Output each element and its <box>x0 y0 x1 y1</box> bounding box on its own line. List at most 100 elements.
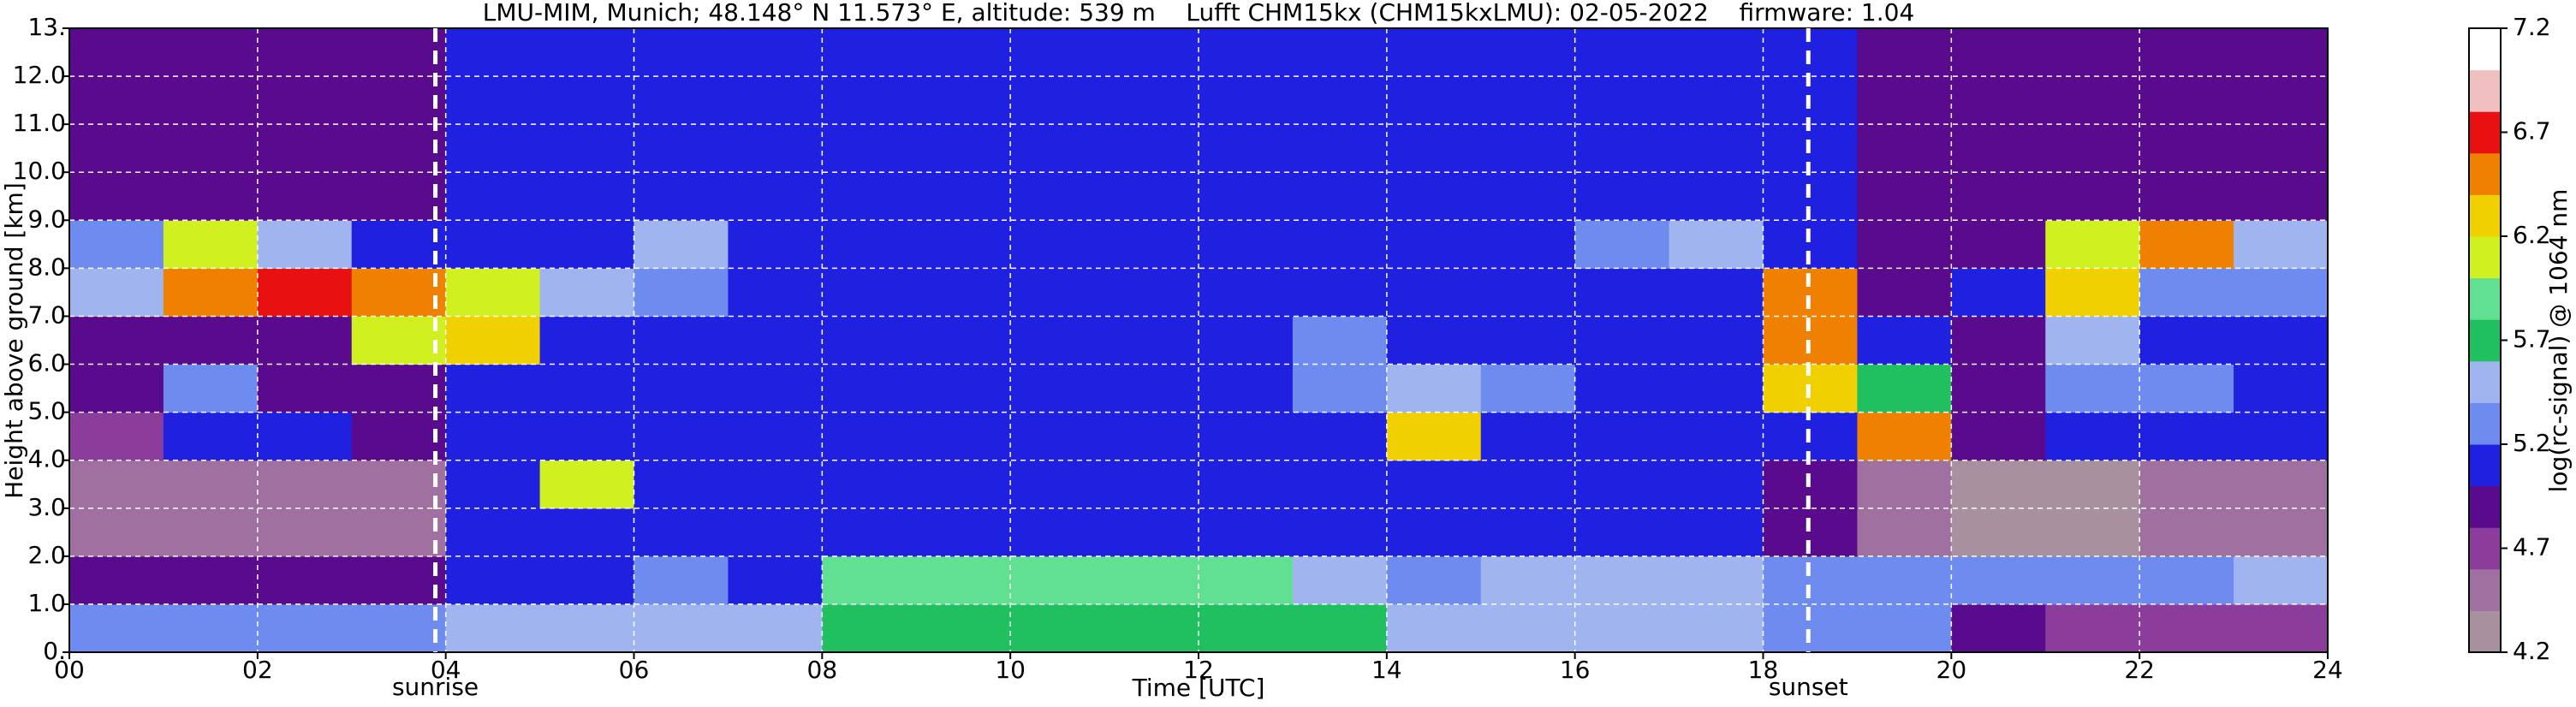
heatmap-cell <box>2139 603 2234 653</box>
heatmap-cell <box>257 508 353 557</box>
heatmap-cell <box>69 508 164 557</box>
colorbar-tick-label: 6.7 <box>2513 117 2551 146</box>
heatmap-cell <box>1669 556 1764 605</box>
heatmap-cell <box>1480 460 1576 509</box>
heatmap-cell <box>1010 508 1105 557</box>
heatmap-cell <box>916 316 1011 365</box>
heatmap-cell <box>539 508 634 557</box>
heatmap-cell <box>1104 172 1199 221</box>
heatmap-cell <box>1857 316 1952 365</box>
heatmap-cell <box>2139 268 2234 317</box>
heatmap-cell <box>2139 316 2234 365</box>
heatmap-cell <box>539 316 634 365</box>
x-tick-label: 18 <box>1748 656 1779 684</box>
heatmap-cell <box>1951 76 2046 125</box>
colorbar-tick-label: 7.2 <box>2513 13 2551 41</box>
heatmap-cell <box>634 364 729 413</box>
heatmap-cell <box>445 316 541 365</box>
heatmap-cell <box>1199 268 1294 317</box>
heatmap-cell <box>257 412 353 461</box>
heatmap-cell <box>163 460 259 509</box>
heatmap-cell <box>1292 508 1388 557</box>
heatmap-cell <box>1574 603 1670 653</box>
heatmap-cell <box>1857 460 1952 509</box>
heatmap-cell <box>822 316 917 365</box>
heatmap-cell <box>445 28 541 77</box>
heatmap-cell <box>1386 124 1482 173</box>
heatmap-cell <box>2234 508 2329 557</box>
heatmap-cell <box>1010 220 1105 269</box>
heatmap-cell <box>822 364 917 413</box>
heatmap-cell <box>1857 556 1952 605</box>
heatmap-cell <box>822 76 917 125</box>
x-tick-label: 22 <box>2124 656 2155 684</box>
heatmap-cell <box>1480 124 1576 173</box>
heatmap-cell <box>1951 220 2046 269</box>
heatmap-cell <box>634 28 729 77</box>
heatmap-cell <box>1292 316 1388 365</box>
heatmap-cell <box>351 508 447 557</box>
heatmap-cell <box>257 460 353 509</box>
heatmap-cell <box>1386 556 1482 605</box>
y-tick-label: 7.0 <box>27 300 66 329</box>
colorbar-band <box>2469 360 2501 403</box>
x-tick-label: 16 <box>1560 656 1591 684</box>
heatmap-cell <box>1857 508 1952 557</box>
heatmap-cell <box>2234 412 2329 461</box>
colorbar-band <box>2469 69 2501 112</box>
heatmap-cell <box>1669 172 1764 221</box>
heatmap-cell <box>822 556 917 605</box>
heatmap-cell <box>2139 556 2234 605</box>
heatmap-cell <box>1104 268 1199 317</box>
colorbar-band <box>2469 444 2501 487</box>
heatmap-cell <box>257 220 353 269</box>
heatmap-cell <box>2045 556 2140 605</box>
heatmap-cell <box>822 460 917 509</box>
heatmap-cell <box>163 124 259 173</box>
heatmap-cell <box>1292 124 1388 173</box>
heatmap-cell <box>1199 28 1294 77</box>
colorbar-tick-label: 6.2 <box>2513 221 2551 249</box>
heatmap-cell <box>634 76 729 125</box>
heatmap-cell <box>163 364 259 413</box>
heatmap-cell <box>2045 172 2140 221</box>
heatmap-cell <box>257 268 353 317</box>
heatmap-cell <box>916 603 1011 653</box>
heatmap-cell <box>2139 28 2234 77</box>
y-tick-label: 1.0 <box>27 589 66 617</box>
heatmap-cell <box>634 460 729 509</box>
heatmap-cell <box>1104 124 1199 173</box>
heatmap-cell <box>539 76 634 125</box>
heatmap-cell <box>257 172 353 221</box>
heatmap-cell <box>1010 76 1105 125</box>
heatmap-cell <box>1669 76 1764 125</box>
heatmap-cell <box>1386 172 1482 221</box>
y-tick-label: 10.0 <box>13 157 66 185</box>
heatmap-cell <box>2234 172 2329 221</box>
heatmap-cell <box>1386 603 1482 653</box>
heatmap-cell <box>1669 460 1764 509</box>
heatmap-cell <box>1669 220 1764 269</box>
heatmap-cell <box>916 76 1011 125</box>
heatmap-cell <box>351 76 447 125</box>
heatmap-cell <box>69 364 164 413</box>
heatmap-cell <box>728 220 823 269</box>
heatmap-cell <box>1010 268 1105 317</box>
heatmap-cell <box>1669 412 1764 461</box>
heatmap-cell <box>69 28 164 77</box>
heatmap-cell <box>1010 316 1105 365</box>
heatmap-cell <box>1199 220 1294 269</box>
heatmap-cell <box>1480 268 1576 317</box>
heatmap-cell <box>2139 172 2234 221</box>
heatmap-cell <box>1292 556 1388 605</box>
heatmap-cell <box>1292 460 1388 509</box>
y-tick-label: 6.0 <box>27 349 66 377</box>
colorbar-tick-label: 4.2 <box>2513 637 2551 665</box>
heatmap-cell <box>1669 316 1764 365</box>
heatmap-cell <box>822 172 917 221</box>
heatmap-cell <box>1199 316 1294 365</box>
heatmap-cell <box>1574 76 1670 125</box>
heatmap-cell <box>634 268 729 317</box>
colorbar-band <box>2469 277 2501 320</box>
colorbar-band <box>2469 111 2501 154</box>
